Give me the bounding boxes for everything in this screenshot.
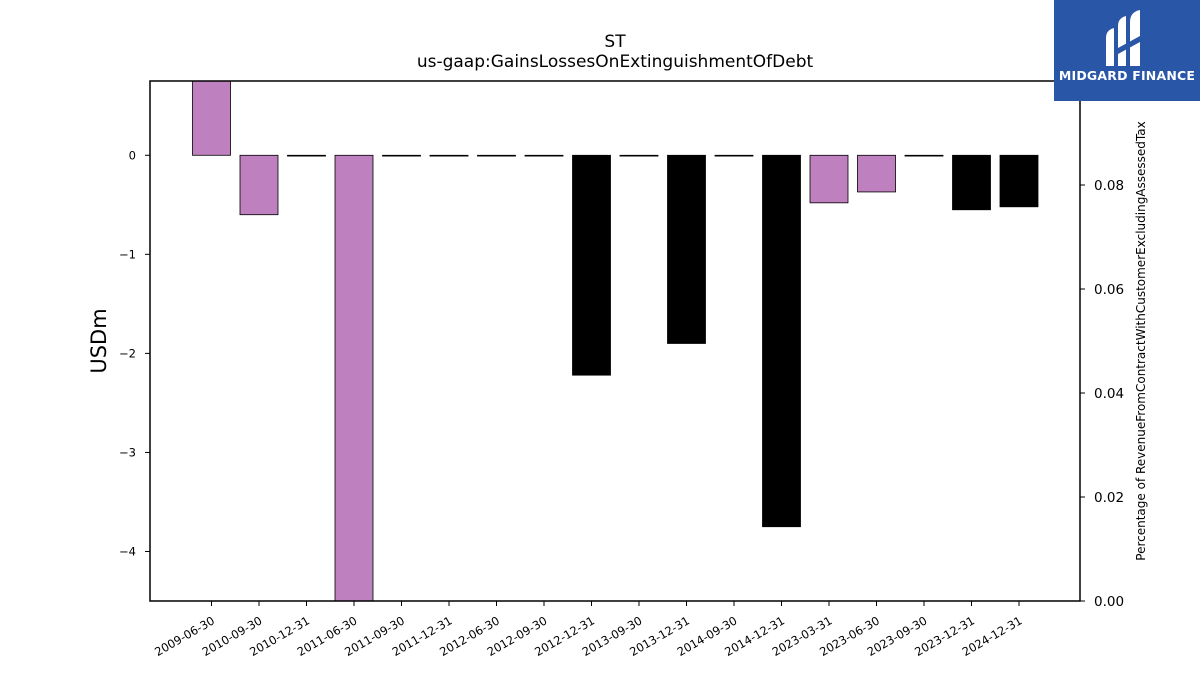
logo-text: MIDGARD FINANCE xyxy=(1058,68,1196,83)
bar-2011-09-30 xyxy=(382,154,421,157)
bar-2010-12-31 xyxy=(287,154,326,157)
chart-title: ST xyxy=(604,32,626,52)
y2-tick-label: 0.06 xyxy=(1094,282,1124,298)
bar-2024-12-31 xyxy=(999,154,1039,208)
y-tick-label: −3 xyxy=(119,445,136,459)
y-tick-label: −2 xyxy=(119,346,136,360)
y-axis-label: USDm xyxy=(87,308,111,373)
y-tick-label: 0 xyxy=(129,148,136,162)
bar-2011-06-30 xyxy=(334,154,374,602)
bar-2012-06-30 xyxy=(477,154,516,157)
bar-2023-09-30 xyxy=(904,154,944,157)
bar-2010-09-30 xyxy=(239,154,279,216)
midgard-finance-logo: MIDGARD FINANCE xyxy=(1054,0,1200,101)
y2-tick-label: 0.00 xyxy=(1094,594,1124,610)
y2-tick-label: 0.02 xyxy=(1094,490,1124,506)
y-tick-label: −1 xyxy=(119,247,136,261)
bar-2023-06-30 xyxy=(857,154,896,193)
bar-2009-06-30 xyxy=(192,80,231,156)
bar-2023-03-31 xyxy=(809,154,849,204)
y-tick-label: −4 xyxy=(119,544,136,558)
bar-2013-12-31 xyxy=(667,154,706,344)
bar-2012-09-30 xyxy=(524,154,564,157)
y2-tick-label: 0.08 xyxy=(1094,178,1124,194)
chart-subtitle: us-gaap:GainsLossesOnExtinguishmentOfDeb… xyxy=(416,52,814,72)
bar-2023-12-31 xyxy=(952,154,991,211)
bar-2014-12-31 xyxy=(762,154,801,528)
y2-tick-label: 0.04 xyxy=(1094,386,1124,402)
bar-2013-09-30 xyxy=(619,154,659,157)
plot-frame xyxy=(149,80,1081,602)
bar-2011-12-31 xyxy=(429,154,469,157)
bar-2012-12-31 xyxy=(572,154,611,376)
midgard-logo-icon xyxy=(1106,10,1140,66)
y2-axis-label: Percentage of RevenueFromContractWithCus… xyxy=(1134,121,1148,560)
bar-2014-09-30 xyxy=(714,154,754,157)
